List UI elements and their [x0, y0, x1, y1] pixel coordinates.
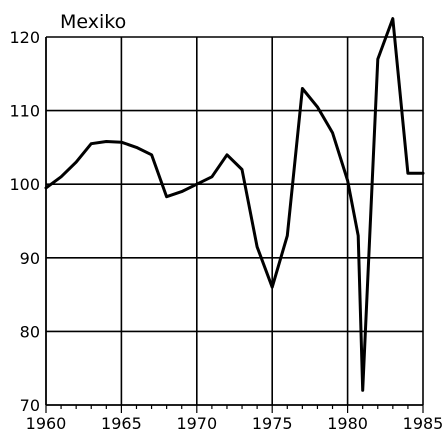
y-tick-label-110: 110 [9, 102, 40, 121]
gridlines [46, 36, 424, 405]
x-tick-label-1980: 1980 [327, 414, 368, 433]
y-tick-label-100: 100 [9, 175, 40, 194]
y-tick-label-90: 90 [20, 249, 40, 268]
x-tick-label-1985: 1985 [403, 414, 444, 433]
y-tick-label-120: 120 [9, 28, 40, 47]
chart-title: Mexiko [60, 11, 126, 33]
x-tick-label-1965: 1965 [101, 414, 142, 433]
axes [45, 37, 424, 413]
x-tick-label-1970: 1970 [176, 414, 217, 433]
x-tick-label-1975: 1975 [252, 414, 293, 433]
y-tick-label-80: 80 [20, 322, 40, 341]
y-tick-label-70: 70 [20, 396, 40, 415]
series-line-0 [44, 17, 425, 392]
series-layer [44, 17, 425, 392]
x-tick-label-1960: 1960 [26, 414, 67, 433]
labels: 1960 1965 1970 1975 1980 1985 70 80 90 100 110 120 [9, 28, 443, 433]
